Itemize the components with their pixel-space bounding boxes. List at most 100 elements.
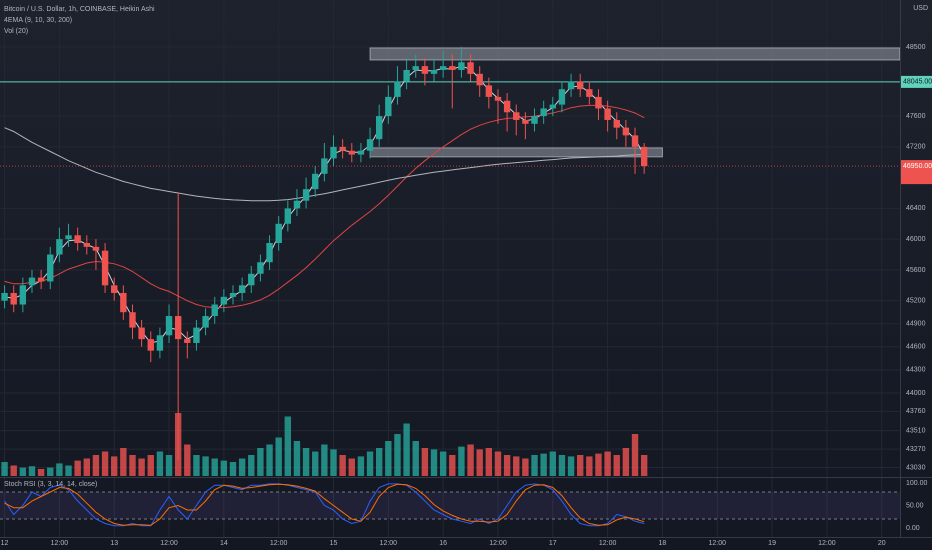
candle-body <box>202 316 209 328</box>
candle-body <box>1 292 8 301</box>
volume-bar <box>47 467 54 476</box>
candle-body <box>366 139 374 151</box>
candle-body <box>586 89 593 97</box>
candle-body <box>485 85 493 97</box>
x-tick-label: 18 <box>659 540 667 547</box>
y-tick-label: 43760 <box>906 408 926 415</box>
volume-bar <box>595 453 602 476</box>
volume-bar <box>120 448 127 476</box>
volume-bar <box>476 449 483 476</box>
candle-body <box>74 235 81 243</box>
volume-bar <box>101 451 109 476</box>
candle-body <box>120 292 127 313</box>
volume-bar <box>211 458 218 476</box>
volume-bar <box>321 444 328 476</box>
volume-bar <box>531 455 538 476</box>
candle-body <box>147 339 154 351</box>
candle-body <box>339 146 346 151</box>
volume-label: Vol (20) <box>4 28 28 35</box>
y-tick-label: 44300 <box>906 367 926 374</box>
candle-body <box>640 146 648 167</box>
ema-line <box>4 127 645 202</box>
volume-bar <box>92 455 100 476</box>
candle-body <box>129 312 136 328</box>
volume-bar <box>138 458 145 476</box>
candle-body <box>293 200 301 209</box>
volume-bar <box>357 456 365 476</box>
volume-bar <box>622 448 630 476</box>
y-tick-label: 45600 <box>906 267 926 274</box>
x-tick-label: 15 <box>330 540 338 547</box>
volume-bar <box>1 462 8 476</box>
candle-body <box>458 62 465 70</box>
volume-bar <box>238 458 246 476</box>
volume-bar <box>37 469 45 476</box>
volume-bar <box>266 444 273 476</box>
volume-bar <box>449 455 456 476</box>
candle-body <box>503 100 511 113</box>
x-tick-label: 12:00 <box>380 540 398 547</box>
candle-body <box>83 242 90 247</box>
candle-body <box>56 239 63 255</box>
volume-bar <box>348 458 355 476</box>
candle-body <box>28 277 36 286</box>
volume-bar <box>375 448 383 476</box>
candle-body <box>165 316 173 336</box>
stoch-band <box>0 491 900 519</box>
candle-body <box>394 81 401 97</box>
y-tick-label: 47600 <box>906 113 926 120</box>
y-tick-label: 43510 <box>906 427 926 434</box>
x-tick-label: 20 <box>878 540 886 547</box>
stoch-tick-label: 100.00 <box>906 480 928 487</box>
volume-bar <box>577 455 584 476</box>
candle-body <box>257 262 264 274</box>
indicator-label: 4EMA (9, 10, 30, 200) <box>4 17 72 24</box>
volume-bar <box>385 441 392 476</box>
volume-bar <box>10 465 17 476</box>
volume-bar <box>111 456 118 476</box>
y-tick-label: 45200 <box>906 298 926 305</box>
stoch-label: Stoch RSI (3, 3, 14, 14, close) <box>4 481 97 488</box>
y-tick-label: 43270 <box>906 446 926 453</box>
candle-body <box>111 285 118 293</box>
candle-body <box>312 173 319 190</box>
x-tick-label: 12:00 <box>160 540 178 547</box>
volume-bar <box>83 458 90 476</box>
volume-bar <box>394 434 401 476</box>
stoch-tick-label: 0.00 <box>906 525 920 532</box>
candle-body <box>421 66 429 74</box>
candle-body <box>302 189 310 201</box>
last-price-tag <box>901 160 932 185</box>
y-tick-label: 44900 <box>906 321 926 328</box>
candle-body <box>10 292 17 305</box>
candle-body <box>101 250 109 286</box>
volume-bar <box>202 456 209 476</box>
candle-body <box>184 339 191 343</box>
candle-body <box>385 96 392 117</box>
price-line-label: 48045.00 <box>903 79 932 86</box>
volume-bar <box>19 467 27 476</box>
volume-bar <box>366 451 374 476</box>
candle-body <box>613 119 620 128</box>
volume-bar <box>339 455 346 476</box>
stoch-tick-label: 50.00 <box>906 502 924 509</box>
candle-body <box>513 112 520 120</box>
volume-bar <box>248 455 255 476</box>
price-line-tag <box>901 75 932 88</box>
candle-body <box>37 277 45 282</box>
volume-bar <box>284 416 292 476</box>
volume-bar <box>513 456 520 476</box>
stoch-line <box>4 483 645 526</box>
candle-body <box>531 116 538 124</box>
volume-bar <box>275 437 282 476</box>
y-tick-label: 44000 <box>906 390 926 397</box>
x-tick-label: 17 <box>549 540 557 547</box>
volume-bar <box>220 460 228 476</box>
volume-bar <box>586 456 593 476</box>
volume-bar <box>65 465 72 476</box>
x-tick-label: 12:00 <box>51 540 69 547</box>
stoch-line <box>4 483 645 527</box>
x-tick-label: 12:00 <box>818 540 836 547</box>
